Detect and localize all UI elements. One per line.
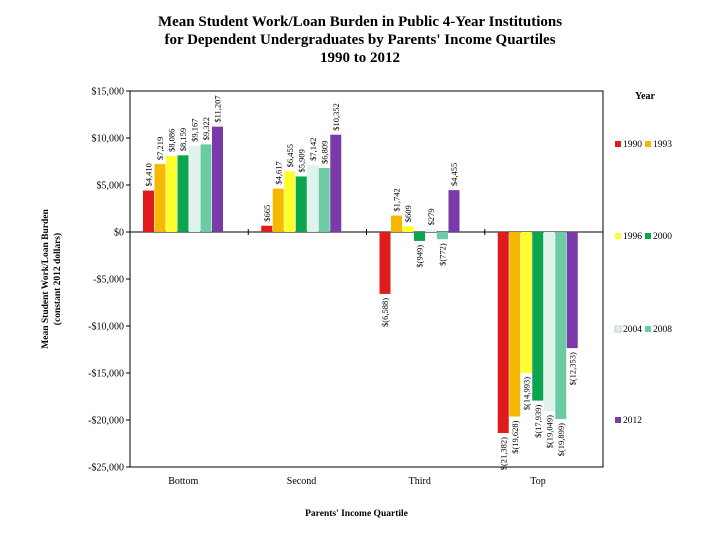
data-label: $8,159 xyxy=(178,128,188,151)
data-label: $5,909 xyxy=(297,149,307,172)
legend-label-2004: 2004 xyxy=(623,325,642,335)
bar-2012-second xyxy=(330,134,342,232)
data-label: $(12,353) xyxy=(568,352,578,385)
legend-swatch-2012 xyxy=(615,417,621,423)
data-label: $4,455 xyxy=(449,163,459,186)
data-label: $9,167 xyxy=(190,118,200,141)
y-axis-title-line-2: (constant 2012 dollars) xyxy=(52,233,63,325)
x-tick-label: Third xyxy=(409,476,431,487)
y-tick-label: -$5,000 xyxy=(93,275,124,286)
data-label: $279 xyxy=(426,208,436,225)
legend-swatch-2000 xyxy=(645,233,651,239)
data-label: $6,455 xyxy=(285,144,295,167)
legend-label-2012: 2012 xyxy=(623,416,642,426)
bar-1993-top xyxy=(509,232,521,417)
x-tick-label: Bottom xyxy=(168,476,198,487)
legend-swatch-1993 xyxy=(645,141,651,147)
bar-2008-bottom xyxy=(200,144,212,232)
data-label: $4,617 xyxy=(274,161,284,184)
bar-1993-bottom xyxy=(154,164,166,232)
bar-1996-top xyxy=(520,232,532,373)
data-label: $(949) xyxy=(415,245,425,268)
bar-2000-second xyxy=(295,176,307,232)
data-label: $7,219 xyxy=(155,137,165,160)
data-label: $8,086 xyxy=(167,129,177,152)
chart-title-line-3: 1990 to 2012 xyxy=(320,50,400,66)
data-label: $609 xyxy=(403,205,413,222)
chart-title-line-2: for Dependent Undergraduates by Parents'… xyxy=(164,32,556,48)
y-tick-label: -$15,000 xyxy=(88,369,124,380)
legend-label-1990: 1990 xyxy=(623,140,642,150)
data-label: $(772) xyxy=(438,243,448,266)
legend-swatch-2004 xyxy=(614,325,622,333)
data-label: $(14,993) xyxy=(522,377,532,410)
legend-label-2000: 2000 xyxy=(653,232,672,242)
bar-1993-third xyxy=(391,215,402,232)
data-label: $6,809 xyxy=(320,141,330,164)
data-label: $(19,899) xyxy=(556,423,566,456)
bar-2000-bottom xyxy=(177,155,189,232)
legend-label-2008: 2008 xyxy=(653,325,672,335)
y-tick-label: $15,000 xyxy=(92,87,125,98)
data-label: $665 xyxy=(262,205,272,222)
x-tick-label: Second xyxy=(287,476,316,487)
bar-2008-third xyxy=(437,232,448,240)
bar-2012-top xyxy=(566,232,578,349)
legend-title: Year xyxy=(635,91,656,102)
legend-swatch-1990 xyxy=(615,141,621,147)
data-label: $10,352 xyxy=(331,103,341,131)
bar-2012-third xyxy=(448,190,460,232)
bar-1990-top xyxy=(497,232,509,433)
legend-swatch-1996 xyxy=(615,233,621,239)
bar-2004-top xyxy=(543,232,555,412)
bar-1990-second xyxy=(261,225,273,232)
bar-2012-bottom xyxy=(212,126,223,232)
bar-2000-third xyxy=(414,232,425,241)
data-label: $(19,628) xyxy=(510,420,520,453)
bar-2004-bottom xyxy=(189,145,200,232)
data-label: $(17,939) xyxy=(533,404,543,437)
bar-1990-third xyxy=(379,232,391,294)
data-label: $4,410 xyxy=(144,163,154,186)
data-label: $9,322 xyxy=(201,117,211,140)
data-label: $7,142 xyxy=(308,137,318,160)
y-tick-label: $0 xyxy=(114,228,124,239)
y-tick-label: $5,000 xyxy=(97,181,125,192)
bar-1993-second xyxy=(272,188,284,232)
bar-1996-bottom xyxy=(166,155,177,232)
bar-1990-bottom xyxy=(143,190,154,232)
data-label: $1,742 xyxy=(392,188,402,211)
data-label: $11,207 xyxy=(213,95,223,122)
bar-1996-second xyxy=(284,171,296,232)
x-axis-title: Parents' Income Quartile xyxy=(305,509,408,519)
y-axis-title-line-1: Mean Student Work/Loan Burden xyxy=(41,209,51,349)
bar-2008-top xyxy=(555,232,567,420)
y-tick-label: -$10,000 xyxy=(88,322,124,333)
chart-title-line-1: Mean Student Work/Loan Burden in Public … xyxy=(157,14,563,30)
legend-label-1996: 1996 xyxy=(623,232,642,242)
y-tick-label: -$20,000 xyxy=(88,416,124,427)
bar-1996-third xyxy=(402,226,414,232)
bar-2008-second xyxy=(318,167,330,232)
data-label: $(21,382) xyxy=(499,437,509,470)
legend-swatch-2008 xyxy=(645,326,651,332)
x-tick-label: Top xyxy=(530,476,545,487)
legend-label-1993: 1993 xyxy=(653,140,672,150)
data-label: $(19,049) xyxy=(545,415,555,448)
data-label: $(6,588) xyxy=(380,298,390,327)
bar-2004-third xyxy=(425,229,437,232)
bar-2004-second xyxy=(307,164,319,232)
y-tick-label: -$25,000 xyxy=(88,463,124,474)
bar-2000-top xyxy=(532,232,544,401)
y-tick-label: $10,000 xyxy=(92,134,125,145)
